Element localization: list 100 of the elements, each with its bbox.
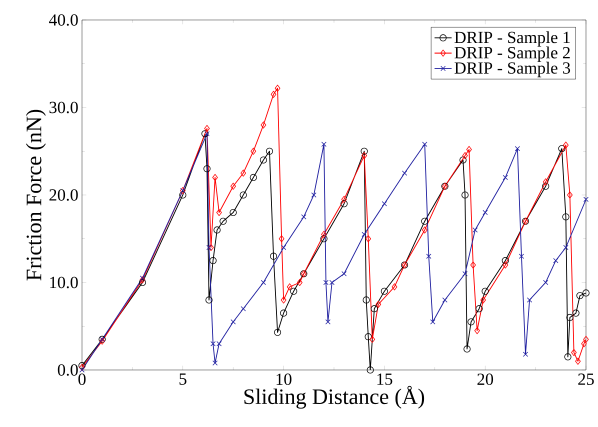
point [278,235,284,242]
x-tick-label: 0 [78,374,86,385]
point [179,191,186,199]
point [220,218,227,225]
point [376,300,382,308]
point [216,208,222,216]
point [321,142,327,147]
point [325,319,331,324]
point [286,283,292,290]
point [138,278,146,286]
point [466,146,472,154]
point [502,174,508,180]
y-tick-label: 20.0 [49,189,78,201]
point [361,152,367,160]
point [360,148,368,155]
point [311,192,316,198]
point [270,90,276,98]
point [571,348,577,356]
point [362,296,370,304]
point [482,210,488,216]
point [421,218,428,225]
legend-label: DRIP - Sample 3 [454,62,570,78]
legend-label: DRIP - Sample 2 [454,46,570,62]
point [204,124,210,132]
point [370,336,376,343]
point [214,226,221,234]
point [280,296,286,304]
point [522,352,528,357]
point [260,156,267,164]
point [140,276,146,284]
point [212,360,218,366]
point [461,191,469,199]
point [514,146,520,152]
point [250,174,257,182]
point [230,208,237,216]
y-axis-title: Friction Force (nN) [26,110,46,281]
x-tick-label: 15 [377,374,392,385]
point [240,170,246,177]
point [563,244,568,250]
x-tick-label: 5 [180,374,186,385]
point [280,244,286,250]
point [422,226,428,234]
point [566,314,574,322]
point [230,182,236,190]
point [340,200,348,208]
point [474,327,480,334]
point [480,296,486,304]
point [205,296,213,304]
point [583,196,589,202]
x-tick-label: 10 [276,374,292,385]
point [542,182,550,190]
point [370,305,378,312]
point [553,258,558,264]
point [79,367,85,373]
point [366,366,374,374]
point [518,254,524,259]
point [392,283,398,290]
y-tick-label: 40.0 [49,14,78,26]
point [364,333,372,340]
x-axis-title: Sliding Distance (Å) [244,386,424,409]
y-tick-label: 30.0 [50,102,78,114]
point [366,235,372,242]
point [140,276,146,281]
point [240,306,246,312]
point [567,191,573,199]
point [204,131,210,136]
point [362,232,367,237]
point [526,297,532,303]
point [468,318,475,326]
point [558,145,566,152]
point [274,84,280,92]
point [270,252,278,260]
legend-label: DRIP - Sample 1 [454,31,570,47]
point [380,288,388,295]
point [212,174,218,182]
point [576,292,584,300]
point [320,235,328,242]
point [462,271,468,276]
point [502,257,509,264]
point [563,142,569,149]
point [442,297,448,303]
point [290,288,298,295]
point [321,230,327,238]
point [459,156,467,164]
point [542,178,548,186]
point [462,152,468,160]
point [543,280,548,286]
point [472,227,478,233]
point [209,257,217,264]
point [250,148,256,155]
point [422,142,428,147]
x-tick-label: 25 [578,374,594,385]
point [274,328,282,336]
point [341,271,347,276]
point [301,214,306,220]
point [470,261,476,269]
point [572,310,580,317]
point [296,278,302,286]
point [430,319,436,324]
point [402,170,408,176]
